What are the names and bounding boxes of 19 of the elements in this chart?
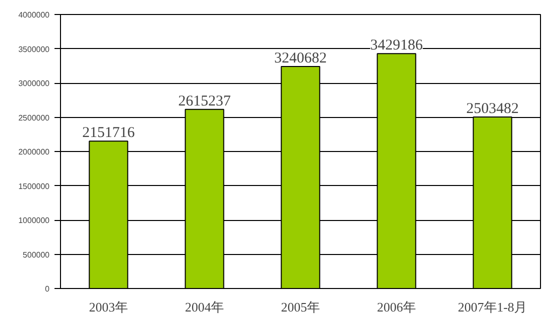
x-tick-label: 2004年 (185, 300, 224, 314)
y-tick-label: 0 (45, 284, 50, 294)
x-tick-label: 2003年 (89, 300, 128, 314)
y-tick-label: 3000000 (18, 79, 50, 88)
data-label: 2151716 (82, 125, 136, 142)
y-tick-label: 4000000 (18, 10, 50, 20)
data-label: 3240682 (274, 50, 327, 67)
y-tick-label: 1500000 (18, 182, 50, 191)
x-tick-label: 2005年 (281, 300, 320, 314)
data-label: 3429186 (370, 38, 424, 54)
x-tick-label: 2006年 (377, 300, 416, 314)
y-tick-label: 2000000 (18, 148, 50, 156)
x-tick-label: 2007年1-8月 (458, 300, 528, 314)
data-label: 2503482 (466, 101, 519, 118)
data-label: 2615237 (178, 93, 232, 110)
y-tick-label: 1000000 (18, 216, 50, 225)
y-tick-label: 2500000 (18, 113, 50, 122)
y-tick-label: 500000 (22, 250, 50, 260)
y-tick-label: 3500000 (18, 44, 50, 54)
